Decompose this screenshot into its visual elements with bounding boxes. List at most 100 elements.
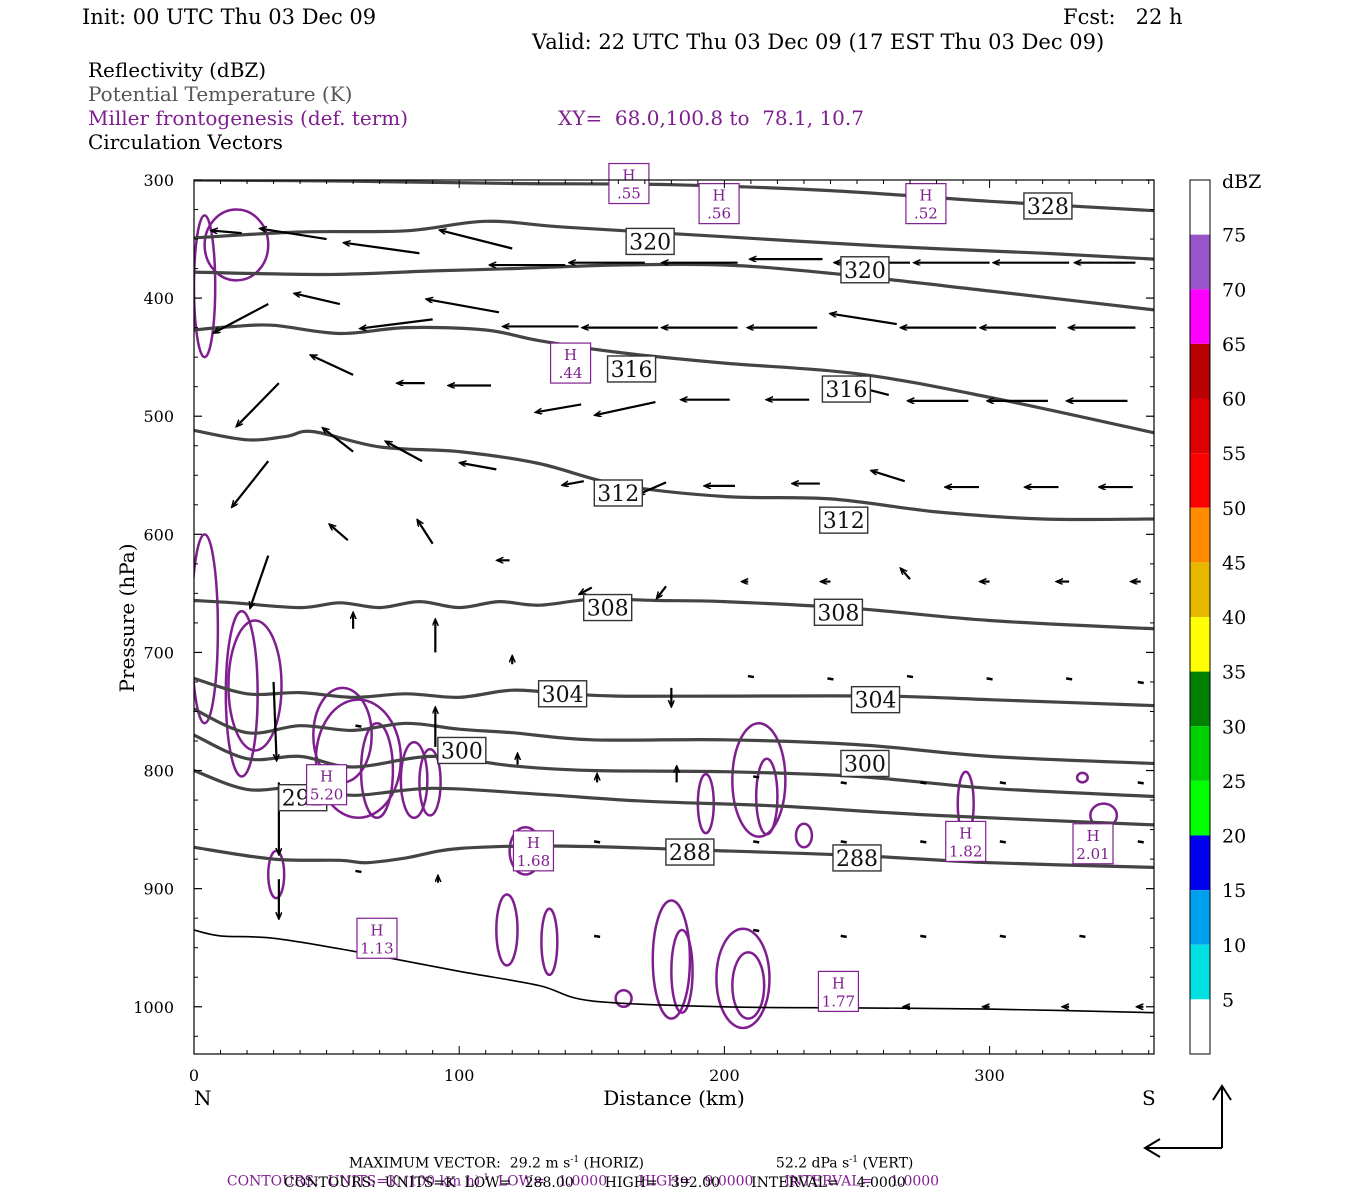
terrain-line bbox=[194, 929, 1154, 1014]
theta-label: 300 bbox=[844, 752, 886, 777]
vector-arrow bbox=[1079, 934, 1086, 939]
colorbar-label: 20 bbox=[1222, 826, 1246, 848]
vector-arrow bbox=[212, 231, 242, 235]
theta-label: 312 bbox=[823, 509, 865, 534]
plot-border bbox=[193, 179, 1155, 1055]
colorbar-label: 10 bbox=[1222, 935, 1246, 957]
colorbar-segment bbox=[1190, 343, 1210, 399]
vector-arrow bbox=[295, 294, 341, 306]
vector-arrow bbox=[250, 555, 270, 608]
x-tick-label: 300 bbox=[974, 1066, 1005, 1085]
contours-fronto-text: CONTOURS: UNITS=K (100 km h)-1 LOW= 1.00… bbox=[218, 1157, 939, 1190]
high-box bbox=[549, 342, 592, 384]
theta-label-box bbox=[840, 749, 890, 778]
colorbar-segment bbox=[1190, 835, 1210, 891]
theta-label-box bbox=[625, 227, 675, 256]
colorbar-segment bbox=[1190, 999, 1210, 1054]
y-tick-label: 300 bbox=[143, 171, 174, 190]
max-vector-vert-sup: -1 bbox=[849, 1155, 859, 1165]
frontogenesis-contour bbox=[418, 748, 442, 817]
vector-arrow bbox=[906, 674, 914, 679]
high-box bbox=[1072, 823, 1114, 865]
colorbar-label: 55 bbox=[1222, 443, 1246, 465]
high-box bbox=[356, 917, 398, 959]
high-value: .56 bbox=[707, 205, 731, 223]
theta-label-box bbox=[1023, 192, 1073, 220]
theta-label-box bbox=[832, 844, 882, 872]
vector-arrow bbox=[323, 428, 354, 453]
vector-arrow bbox=[831, 314, 897, 326]
theta-label: 304 bbox=[542, 683, 584, 708]
high-value: 5.20 bbox=[310, 786, 343, 804]
vector-arrow bbox=[355, 869, 362, 874]
colorbar-segment bbox=[1190, 507, 1210, 563]
max-vector-vert-tag: (VERT) bbox=[858, 1155, 914, 1172]
vector-arrow bbox=[840, 934, 847, 939]
x-tick-label: 100 bbox=[444, 1066, 475, 1085]
theta-label: 316 bbox=[825, 378, 867, 403]
theta-contour-316 bbox=[194, 323, 1154, 435]
colorbar-label: 65 bbox=[1222, 334, 1246, 356]
colorbar-label: 5 bbox=[1222, 989, 1234, 1011]
theta-labels: 328 320 320 316 316 312 312 308 308 304 304 300 300 2… bbox=[278, 192, 1073, 872]
valid-time: Valid: 22 UTC Thu 03 Dec 09 (17 EST Thu … bbox=[532, 30, 1105, 54]
vector-arrow bbox=[840, 781, 847, 785]
colorbar-segment bbox=[1190, 726, 1210, 781]
colorbar-segment bbox=[1190, 944, 1210, 1000]
max-vector-horiz-sup: -1 bbox=[570, 1155, 580, 1165]
theta-label-box bbox=[593, 479, 644, 507]
vector-arrow bbox=[753, 840, 760, 844]
x-tick-label: 0 bbox=[189, 1066, 199, 1085]
theta-label: 304 bbox=[855, 689, 897, 714]
colorbar-segment bbox=[1190, 617, 1210, 672]
vector-arrow bbox=[418, 520, 434, 545]
high-value: 2.01 bbox=[1076, 845, 1109, 863]
high-box bbox=[698, 183, 740, 225]
vector-arrow bbox=[1065, 677, 1073, 681]
vector-arrow bbox=[232, 460, 270, 507]
colorbar-label: 15 bbox=[1222, 880, 1246, 902]
contours-fronto-sup: -1 bbox=[480, 1173, 489, 1183]
max-vector-text: MAXIMUM VECTOR: 29.2 m s-1 (HORIZ) bbox=[340, 1139, 644, 1172]
high-letter: H bbox=[320, 768, 333, 786]
high-letter: H bbox=[959, 824, 972, 842]
y-tick-label: 500 bbox=[143, 407, 174, 426]
vector-arrow bbox=[753, 775, 760, 779]
high-box bbox=[905, 183, 947, 225]
vector-arrow bbox=[214, 303, 269, 333]
frontogenesis-contour bbox=[670, 928, 694, 1014]
vector-arrow bbox=[261, 229, 327, 241]
theta-label-box bbox=[821, 375, 872, 403]
frontogenesis-contour bbox=[399, 740, 429, 820]
colorbar-label: 25 bbox=[1222, 771, 1246, 793]
vector-arrow bbox=[330, 525, 349, 542]
high-letter: H bbox=[370, 921, 383, 939]
vector-arrow bbox=[593, 840, 601, 844]
vector-arrow bbox=[986, 677, 993, 681]
max-vert-text: 52.2 dPa s-1 (VERT) bbox=[767, 1139, 913, 1172]
vector-arrow bbox=[386, 442, 423, 463]
high-box bbox=[512, 830, 555, 872]
theta-label: 316 bbox=[611, 358, 653, 383]
colorbar-segment bbox=[1190, 398, 1210, 454]
colorbar-label: 45 bbox=[1222, 552, 1246, 574]
vector-arrow bbox=[440, 230, 513, 250]
frontogenesis-contour bbox=[194, 214, 217, 359]
contours-fronto-b: LOW= 1.0000 HIGH= 9.0000 INTERVAL= 1.000… bbox=[488, 1173, 940, 1190]
frontogenesis-contour bbox=[794, 822, 814, 849]
y-axis-label: Pressure (hPa) bbox=[115, 544, 139, 693]
vector-arrow bbox=[536, 403, 582, 412]
high-markers: H.55 H.56H.52H.44H5.20H1.68H1.82H2.01H1.1… bbox=[305, 162, 1114, 1013]
circulation-vectors bbox=[212, 229, 1144, 1007]
frontogenesis-contour bbox=[715, 927, 771, 1030]
colorbar-segment bbox=[1190, 180, 1210, 235]
y-tick-label: 400 bbox=[143, 289, 174, 308]
vector-arrow bbox=[1137, 840, 1144, 844]
init-time: Init: 00 UTC Thu 03 Dec 09 bbox=[82, 5, 377, 29]
vector-arrow bbox=[595, 400, 656, 415]
high-value: 1.68 bbox=[517, 852, 550, 870]
vector-arrow bbox=[872, 471, 906, 483]
legend-theta: Potential Temperature (K) bbox=[88, 82, 353, 106]
legend-reflectivity: Reflectivity (dBZ) bbox=[88, 58, 267, 82]
